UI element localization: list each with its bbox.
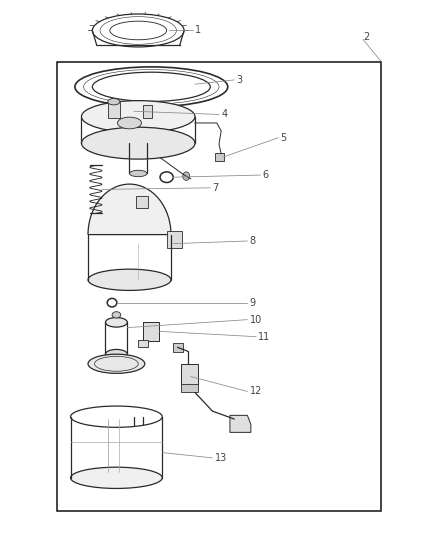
Ellipse shape — [106, 350, 127, 359]
Ellipse shape — [112, 312, 121, 318]
Bar — [108, 102, 120, 118]
Ellipse shape — [108, 99, 120, 105]
Ellipse shape — [106, 318, 127, 327]
Text: 3: 3 — [237, 75, 243, 85]
Text: 8: 8 — [250, 236, 256, 246]
Ellipse shape — [88, 269, 171, 290]
Ellipse shape — [81, 127, 195, 159]
Text: 13: 13 — [215, 453, 227, 463]
Text: 2: 2 — [363, 32, 369, 42]
Bar — [57, 62, 381, 511]
Text: 6: 6 — [263, 170, 269, 180]
Ellipse shape — [81, 101, 195, 133]
Bar — [173, 343, 183, 352]
Circle shape — [183, 172, 190, 180]
Ellipse shape — [117, 117, 141, 129]
Text: 4: 4 — [221, 109, 227, 119]
Text: 12: 12 — [250, 386, 262, 397]
Polygon shape — [230, 415, 251, 432]
Text: 7: 7 — [212, 183, 219, 193]
Text: 11: 11 — [258, 332, 271, 342]
Bar — [181, 365, 198, 384]
Text: 1: 1 — [195, 26, 201, 36]
Ellipse shape — [130, 170, 147, 176]
Text: 5: 5 — [280, 133, 286, 143]
Bar — [143, 322, 159, 341]
Ellipse shape — [71, 467, 162, 488]
Wedge shape — [88, 184, 171, 235]
Bar — [136, 196, 148, 208]
Bar — [181, 384, 198, 392]
Text: 10: 10 — [250, 314, 262, 325]
Text: 9: 9 — [250, 297, 256, 308]
Bar — [143, 105, 152, 118]
Ellipse shape — [88, 354, 145, 373]
Bar — [166, 231, 182, 248]
Bar — [215, 153, 224, 161]
Bar — [138, 340, 148, 348]
